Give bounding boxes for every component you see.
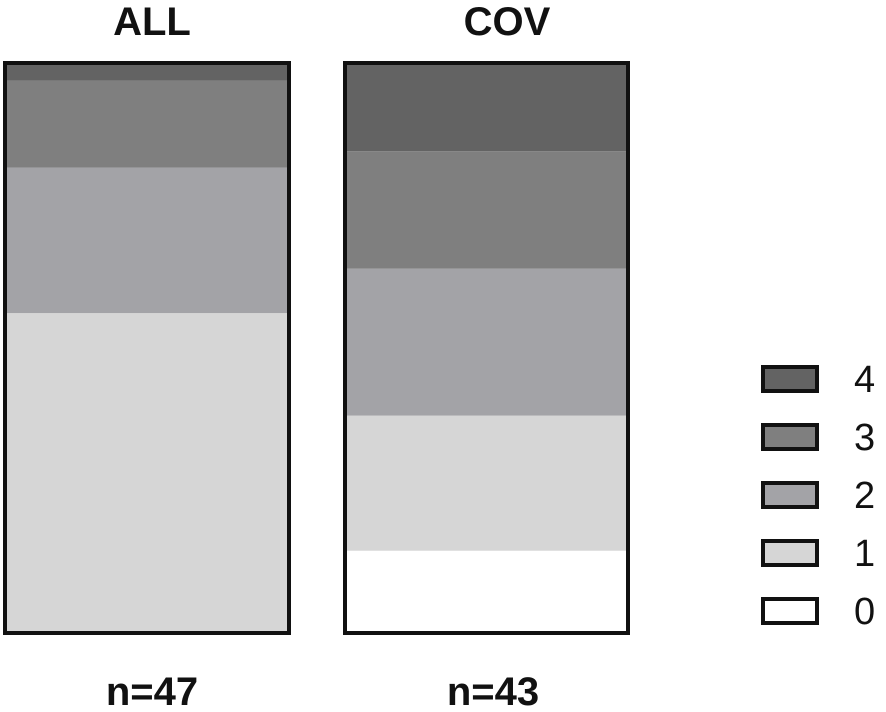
column-title-all: ALL [113,0,191,44]
legend-swatch-3 [761,423,819,451]
legend-label-1: 1 [854,533,875,575]
column-titles: ALL COV [113,0,551,44]
legend-swatch-4 [761,365,819,393]
legend-swatch-0 [761,597,819,625]
count-label-cov: n=43 [447,670,539,712]
bar-segment-cov-0 [345,550,628,633]
legend-label-4: 4 [854,359,875,401]
bars [3,61,630,635]
column-title-cov: COV [464,0,551,44]
bar-frame-all [3,61,291,635]
bar-segment-cov-4 [345,63,628,152]
legend: 4 3 2 1 0 [761,359,875,633]
bar-segment-all-4 [5,63,289,81]
bar-segment-all-1 [5,313,289,633]
legend-label-2: 2 [854,475,875,517]
bar-segment-cov-1 [345,415,628,551]
bar-frame-cov [343,61,630,635]
bar-segment-cov-3 [345,151,628,269]
sample-counts: n=47 n=43 [106,670,539,712]
legend-label-0: 0 [854,591,875,633]
count-label-all: n=47 [106,670,198,712]
bar-segment-cov-2 [345,268,628,416]
bar-segment-all-2 [5,167,289,314]
legend-swatch-2 [761,481,819,509]
legend-swatch-1 [761,539,819,567]
legend-label-3: 3 [854,417,875,459]
bar-segment-all-3 [5,80,289,168]
